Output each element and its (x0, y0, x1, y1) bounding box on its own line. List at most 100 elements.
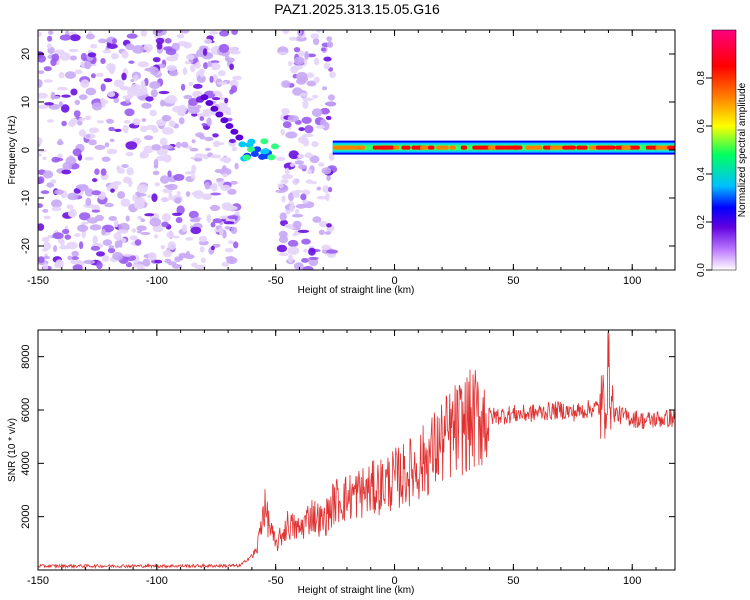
noise-blob (131, 263, 144, 268)
noise-blob (126, 33, 138, 39)
noise-blob (121, 72, 127, 81)
noise-blob (203, 38, 213, 45)
noise-blob (202, 48, 208, 56)
noise-blob (281, 195, 286, 203)
noise-blob (194, 153, 205, 159)
noise-blob (213, 142, 225, 146)
noise-blob (307, 169, 313, 175)
noise-blob (90, 245, 101, 251)
noise-blob (307, 53, 316, 58)
noise-blob (304, 152, 313, 159)
noise-blob (133, 74, 139, 82)
noise-blob (74, 99, 81, 105)
noise-blob (150, 89, 158, 98)
noise-blob (132, 194, 138, 202)
noise-blob (298, 164, 308, 170)
noise-blob (58, 71, 65, 79)
noise-blob (51, 53, 60, 62)
noise-blob (38, 176, 45, 184)
noise-blob (74, 233, 81, 237)
noise-blob (81, 230, 86, 239)
noise-blob (185, 237, 194, 241)
x-tick-label: 100 (623, 575, 641, 587)
y-tick-label: -20 (20, 238, 32, 254)
signal-hot (436, 145, 449, 150)
snr-panel: -150 -100 -50 0 50 100 2000 4000 6000 8000 Height… (7, 329, 676, 596)
noise-blob (227, 215, 239, 220)
noise-blob (144, 67, 155, 72)
noise-blob (316, 195, 328, 200)
noise-blob (321, 244, 331, 251)
noise-blob (316, 124, 325, 129)
noise-blob (83, 259, 96, 265)
noise-blob (140, 86, 148, 96)
noise-blob (140, 125, 148, 132)
noise-blob (224, 97, 229, 104)
snr-line (38, 332, 675, 570)
noise-blob (173, 173, 185, 181)
noise-blob (198, 235, 208, 243)
noise-blob (55, 157, 64, 162)
noise-blob (182, 224, 187, 232)
noise-blob (50, 179, 57, 184)
noise-blob (154, 234, 159, 239)
noise-blob (108, 216, 118, 221)
noise-blob (112, 252, 124, 261)
noise-blob (59, 34, 72, 41)
noise-blob (225, 107, 231, 114)
noise-blob (218, 43, 230, 53)
noise-blob (120, 198, 131, 207)
noise-blob (287, 246, 300, 255)
noise-blob (200, 257, 206, 264)
snr-axes: -150 -100 -50 0 50 100 2000 4000 6000 8000 (20, 330, 675, 587)
noise-blob (293, 56, 305, 65)
noise-blob (190, 174, 196, 180)
noise-blob (61, 228, 70, 235)
blob-cell (261, 148, 270, 155)
noise-blob (206, 117, 212, 127)
noise-blob (294, 208, 300, 215)
signal-hot (562, 145, 576, 150)
noise-blob (58, 138, 63, 146)
noise-blob (104, 142, 110, 148)
noise-blob (302, 266, 314, 270)
noise-blob (228, 138, 236, 144)
noise-blob (326, 174, 331, 181)
noise-blob (183, 42, 192, 49)
noise-blob (92, 235, 98, 245)
noise-blob (79, 212, 91, 221)
noise-blob (38, 70, 45, 74)
noise-blob (164, 38, 172, 44)
noise-blob (156, 119, 167, 127)
y-tick-label: 6000 (20, 398, 32, 422)
noise-blob (282, 30, 290, 35)
noise-blob (113, 220, 119, 228)
noise-blob (53, 245, 58, 252)
noise-blob (288, 150, 300, 160)
noise-blob (108, 126, 115, 132)
y-tick-label: 0 (20, 147, 32, 153)
noise-blob (162, 154, 172, 163)
noise-blob (207, 61, 213, 68)
noise-blob (48, 103, 61, 110)
noise-blob (224, 226, 232, 230)
noise-blob (304, 51, 309, 60)
noise-blob (172, 235, 180, 239)
noise-blob (85, 33, 95, 40)
noise-blob (194, 157, 203, 162)
noise-blob (128, 60, 135, 64)
noise-blob (229, 63, 235, 70)
noise-blob (224, 55, 230, 62)
signal-hot (460, 145, 468, 150)
noise-blob (322, 86, 328, 91)
noise-blob (84, 60, 92, 70)
noise-blob (168, 70, 179, 77)
noise-blob (100, 58, 106, 64)
noise-blob (155, 37, 165, 45)
signal-hot (549, 145, 564, 150)
noise-blob (96, 251, 105, 257)
noise-blob (152, 127, 159, 133)
noise-blob (320, 118, 327, 127)
noise-blob (140, 30, 148, 37)
noise-blob (181, 141, 189, 148)
